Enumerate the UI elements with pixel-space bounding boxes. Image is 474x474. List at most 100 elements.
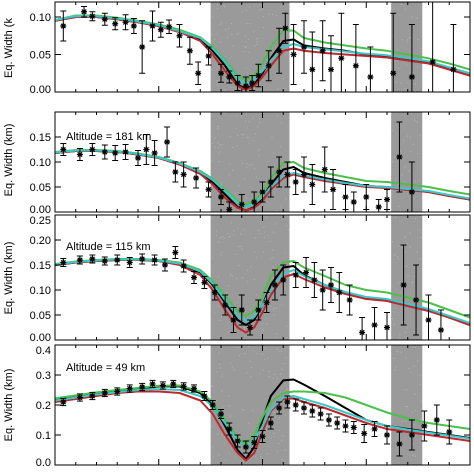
shade-speckle: [217, 276, 219, 278]
shade-speckle: [407, 39, 409, 41]
shade-speckle: [420, 374, 422, 376]
observation-point: [201, 393, 208, 399]
shade-speckle: [249, 22, 251, 24]
shade-speckle: [280, 373, 282, 375]
shade-speckle: [276, 14, 278, 16]
shade-speckle: [223, 238, 225, 240]
observation-point: [450, 66, 457, 73]
shade-speckle: [414, 180, 416, 182]
shade-speckle: [276, 210, 278, 212]
shade-speckle: [414, 455, 416, 457]
observation-point: [251, 199, 258, 205]
shade-speckle: [266, 453, 268, 455]
shade-speckle: [413, 365, 415, 367]
shade-speckle: [404, 421, 406, 423]
shade-speckle: [399, 334, 401, 336]
shade-speckle: [268, 376, 270, 378]
observation-point: [180, 383, 187, 390]
shade-speckle: [400, 82, 402, 84]
shade-speckle: [416, 17, 418, 19]
shade-speckle: [279, 297, 281, 299]
shade-speckle: [263, 182, 265, 184]
shade-speckle: [396, 351, 398, 353]
observation-point: [101, 149, 108, 155]
panel-1: 0.00 0.05 0.10 Eq. Width (k: [3, 1, 471, 96]
shade-speckle: [235, 33, 237, 35]
shade-speckle: [258, 121, 260, 123]
y-tick-label: 0.1: [36, 430, 51, 442]
shade-speckle: [233, 234, 235, 236]
shade-speckle: [247, 281, 249, 283]
observation-point: [76, 151, 83, 158]
observation-point: [429, 59, 436, 65]
shade-speckle: [211, 136, 213, 138]
shade-speckle: [244, 120, 246, 122]
shade-speckle: [408, 170, 410, 172]
observation-point: [249, 80, 256, 86]
shade-speckle: [258, 150, 260, 152]
observation-point: [276, 169, 283, 175]
shade-speckle: [236, 145, 238, 147]
observation-point: [164, 139, 171, 145]
shade-speckle: [407, 82, 409, 84]
y-tick-label: 0.05: [30, 50, 51, 62]
observation-point: [238, 201, 245, 208]
annotation-3: Altitude = 115 km: [66, 241, 150, 253]
shade-speckle: [276, 450, 278, 452]
shade-speckle: [218, 346, 220, 348]
shade-speckle: [215, 33, 217, 35]
y-tick-label: 0.10: [30, 285, 51, 297]
shade-speckle: [246, 163, 248, 165]
shade-speckle: [409, 246, 411, 248]
shade-speckle: [217, 128, 219, 130]
observation-point: [159, 382, 166, 389]
shade-speckle: [397, 256, 399, 258]
observation-point: [226, 74, 233, 80]
shade-speckle: [232, 275, 234, 277]
shade-speckle: [398, 67, 400, 69]
shade-speckle: [263, 251, 265, 253]
observation-point: [284, 171, 291, 178]
observation-point: [321, 166, 328, 173]
observation-point: [126, 385, 133, 392]
shade-speckle: [398, 205, 400, 207]
shade-speckle: [253, 4, 255, 6]
observation-point: [139, 44, 146, 50]
observation-point: [112, 20, 119, 27]
y-tick-label: 0.3: [36, 370, 51, 382]
shade-speckle: [236, 114, 238, 116]
shade-speckle: [217, 433, 219, 435]
shade-speckle: [392, 421, 394, 423]
observation-point: [325, 417, 332, 423]
shade-speckle: [398, 282, 400, 284]
shade-speckle: [394, 323, 396, 325]
observation-point: [301, 171, 307, 178]
observation-point: [180, 171, 187, 178]
shade-speckle: [219, 253, 221, 255]
shade-speckle: [231, 222, 233, 224]
observation-point: [267, 179, 274, 185]
observation-point: [346, 297, 353, 303]
observation-point: [433, 417, 440, 423]
shade-speckle: [410, 151, 412, 153]
observation-point: [186, 47, 193, 54]
observation-point: [139, 256, 146, 262]
shade-speckle: [221, 407, 223, 409]
shade-speckle: [259, 373, 261, 375]
observation-point: [282, 25, 289, 32]
observation-point: [350, 424, 357, 431]
shade-speckle: [417, 360, 419, 362]
shade-speckle: [420, 47, 422, 49]
shade-speckle: [216, 371, 218, 373]
shade-speckle: [229, 235, 231, 237]
shade-speckle: [398, 245, 400, 247]
shade-speckle: [230, 415, 232, 417]
shade-speckle: [391, 189, 393, 191]
shade-speckle: [404, 8, 406, 10]
shade-speckle: [273, 432, 275, 434]
shade-speckle: [405, 336, 407, 338]
shade-speckle: [252, 445, 254, 447]
shade-speckle: [218, 454, 220, 456]
shade-speckle: [269, 240, 271, 242]
observation-point: [60, 259, 67, 266]
